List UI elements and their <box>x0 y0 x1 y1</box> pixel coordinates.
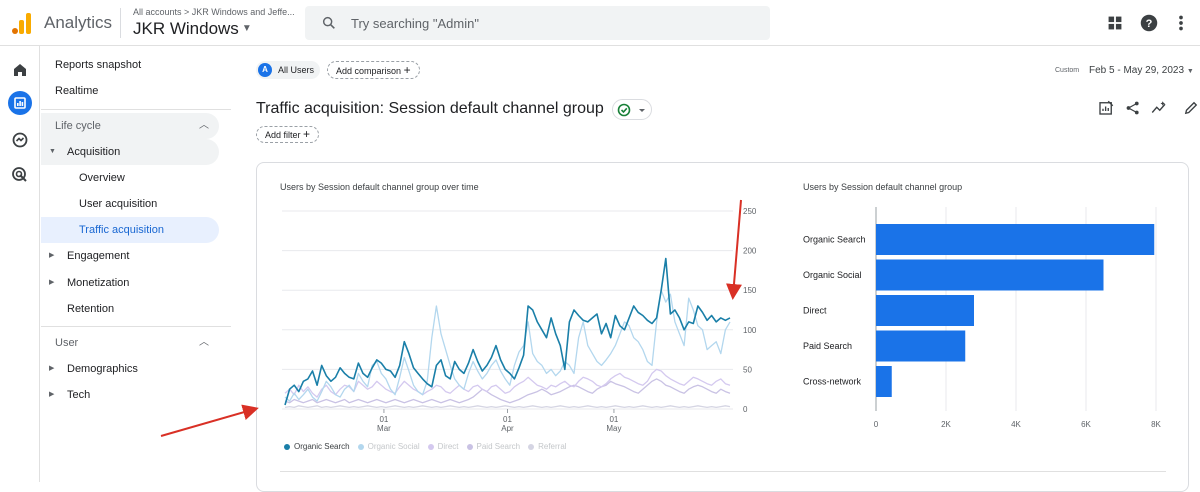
nav-divider <box>41 109 231 110</box>
nav-tech-label: Tech <box>67 389 91 401</box>
nav-section-lifecycle-label: Life cycle <box>55 120 101 132</box>
nav-divider <box>41 326 231 327</box>
caret-down-icon <box>639 109 645 112</box>
check-circle-icon <box>617 103 631 117</box>
nav-reports-snapshot[interactable]: Reports snapshot <box>55 59 142 71</box>
search-placeholder: Try searching "Admin" <box>351 16 479 31</box>
add-filter-button[interactable]: Add filter + <box>256 126 320 143</box>
nav-section-user-label: User <box>55 337 79 349</box>
customize-report-icon[interactable] <box>1097 99 1115 117</box>
add-filter-label: Add filter <box>265 130 301 140</box>
edit-icon[interactable] <box>1182 99 1200 117</box>
nav-acquisition[interactable]: ▼ Acquisition <box>41 139 219 165</box>
line-chart-legend: Organic Search Organic Social Direct Paid S… <box>284 442 567 451</box>
legend-label: Referral <box>538 442 567 451</box>
left-rail <box>0 46 40 482</box>
analytics-logo-icon[interactable] <box>12 12 32 34</box>
caret-right-icon: ▶ <box>49 279 55 286</box>
nav-section-lifecycle[interactable]: Life cycle ︿ <box>41 113 219 139</box>
apps-grid-icon[interactable] <box>1104 12 1126 34</box>
legend-dot <box>528 443 535 450</box>
page-title: Traffic acquisition: Session default cha… <box>256 100 604 117</box>
more-vert-icon[interactable] <box>1170 12 1192 34</box>
top-bar: Analytics All accounts > JKR Windows and… <box>0 0 1200 46</box>
all-users-label: All Users <box>278 65 315 75</box>
caret-right-icon: ▶ <box>49 365 55 372</box>
explore-icon[interactable] <box>8 128 32 152</box>
caret-down-icon: ▼ <box>49 148 56 155</box>
card-divider <box>280 471 1166 472</box>
nav-realtime[interactable]: Realtime <box>55 85 99 97</box>
bar-chart-title: Users by Session default channel group <box>803 182 963 192</box>
add-comparison-label: Add comparison <box>336 66 402 76</box>
date-range-value: Feb 5 - May 29, 2023 <box>1089 65 1185 76</box>
insights-icon[interactable] <box>1150 99 1168 117</box>
svg-text:?: ? <box>1146 18 1153 30</box>
all-users-segment-chip[interactable]: A All Users <box>256 61 321 79</box>
caret-down-icon: ▼ <box>241 23 252 34</box>
chevron-up-icon: ︿ <box>199 120 209 131</box>
nav-overview[interactable]: Overview <box>79 172 125 184</box>
legend-item[interactable]: Referral <box>528 442 567 451</box>
share-icon[interactable] <box>1124 99 1142 117</box>
nav-engagement-label: Engagement <box>67 250 130 262</box>
legend-label: Organic Social <box>367 442 420 451</box>
nav-tech[interactable]: ▶ Tech <box>41 382 221 408</box>
property-name: JKR Windows <box>133 19 239 38</box>
legend-dot <box>357 443 364 450</box>
chevron-up-icon: ︿ <box>199 337 209 348</box>
legend-label: Organic Search <box>294 442 350 451</box>
product-name[interactable]: Analytics <box>44 13 113 32</box>
legend-label: Direct <box>437 442 459 451</box>
nav-monetization[interactable]: ▶ Monetization <box>41 270 221 296</box>
legend-item[interactable]: Direct <box>427 442 459 451</box>
add-comparison-button[interactable]: Add comparison + <box>327 61 420 79</box>
legend-item[interactable]: Organic Social <box>357 442 420 451</box>
divider <box>120 8 121 38</box>
report-status-dropdown[interactable] <box>612 99 652 120</box>
nav-acquisition-label: Acquisition <box>67 146 121 158</box>
nav-retention[interactable]: Retention <box>67 303 115 315</box>
caret-right-icon: ▶ <box>49 391 55 398</box>
reports-icon[interactable] <box>8 91 32 115</box>
search-icon <box>322 16 335 29</box>
nav-demographics[interactable]: ▶ Demographics <box>41 356 221 382</box>
plus-icon: + <box>403 63 411 77</box>
report-navigation: Reports snapshot Realtime Life cycle ︿ ▼ A… <box>41 46 231 482</box>
caret-right-icon: ▶ <box>49 252 55 259</box>
legend-item[interactable]: Paid Search <box>466 442 521 451</box>
legend-dot <box>466 443 473 450</box>
segment-badge: A <box>258 63 272 77</box>
account-breadcrumb[interactable]: All accounts > JKR Windows and Jeffe... <box>133 7 295 17</box>
home-icon[interactable] <box>8 58 32 82</box>
nav-monetization-label: Monetization <box>67 277 130 289</box>
date-range-picker[interactable]: Feb 5 - May 29, 2023 ▼ <box>1089 65 1194 76</box>
legend-label: Paid Search <box>476 442 521 451</box>
nav-traffic-acquisition[interactable]: Traffic acquisition <box>41 217 219 243</box>
nav-user-acquisition[interactable]: User acquisition <box>79 198 158 210</box>
nav-engagement[interactable]: ▶ Engagement <box>41 243 221 269</box>
plus-icon: + <box>303 127 311 141</box>
date-range-type[interactable]: Custom <box>1055 67 1080 74</box>
line-chart-title: Users by Session default channel group o… <box>280 182 479 192</box>
nav-section-user[interactable]: User ︿ <box>41 330 219 356</box>
search-bar[interactable]: Try searching "Admin" <box>305 6 770 40</box>
caret-down-icon: ▼ <box>1186 68 1194 75</box>
help-icon[interactable]: ? <box>1138 12 1160 34</box>
nav-demographics-label: Demographics <box>67 363 138 375</box>
legend-dot <box>427 443 434 450</box>
advertising-icon[interactable] <box>8 163 32 187</box>
legend-dot <box>284 443 290 450</box>
property-selector[interactable]: JKR Windows ▼ <box>133 19 252 39</box>
legend-item[interactable]: Organic Search <box>284 442 350 451</box>
